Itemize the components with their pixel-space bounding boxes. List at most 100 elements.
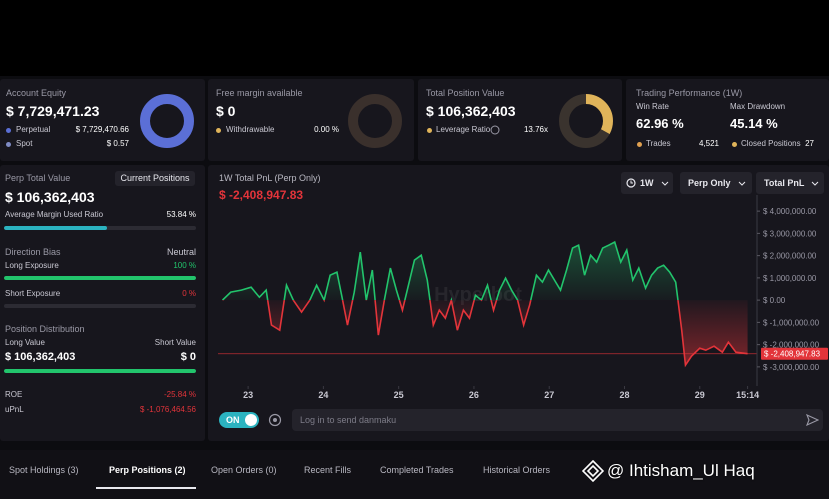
donut	[140, 94, 194, 148]
card-label: Total Position Value	[426, 88, 505, 98]
row-label: Leverage Ratio	[436, 125, 491, 134]
bar-track	[4, 226, 196, 230]
danmaku-toggle[interactable]: ON	[219, 412, 259, 428]
x-tick-label: 28	[619, 390, 629, 400]
bar-track	[4, 276, 196, 280]
tab[interactable]: Recent Fills	[304, 465, 352, 475]
metric-value: Neutral	[166, 247, 196, 257]
legend-dot	[732, 142, 737, 147]
distribution-bar	[4, 369, 196, 373]
tab[interactable]: Open Orders (0)	[211, 465, 277, 475]
performance-card	[626, 79, 829, 161]
row-label: Withdrawable	[226, 125, 275, 134]
period-label: 1W	[640, 178, 654, 188]
card-value: $ 106,362,403	[426, 103, 516, 119]
toggle-label: ON	[226, 415, 240, 425]
metric-value: $ 0	[180, 351, 196, 363]
x-tick-label: 27	[544, 390, 554, 400]
x-tick-label: 23	[243, 390, 253, 400]
stat-label: Max Drawdown	[730, 102, 786, 111]
x-tick-label: 29	[695, 390, 705, 400]
metric-label: Long Exposure	[5, 261, 59, 270]
y-tick-label: $ 1,000,000.00	[763, 274, 817, 283]
y-tick-label: $ 0.00	[763, 296, 786, 305]
tab[interactable]: Spot Holdings (3)	[9, 465, 79, 475]
tab[interactable]: Historical Orders	[483, 465, 551, 475]
y-tick-label: $ 2,000,000.00	[763, 252, 817, 261]
watermark-icon	[582, 460, 604, 482]
scope-label: Perp Only	[688, 178, 731, 188]
metric-value: 100 %	[173, 261, 196, 270]
settings-icon[interactable]	[268, 413, 282, 427]
input-placeholder: Log in to send danmaku	[300, 415, 397, 425]
pnl-chart: Hyperbot$ 4,000,000.00$ 3,000,000.00$ 2,…	[218, 195, 828, 400]
metric-select[interactable]: Total PnL	[756, 172, 824, 194]
donut	[348, 94, 402, 148]
chevron	[811, 181, 819, 186]
margin-bar	[4, 226, 108, 230]
panel-value: $ 106,362,403	[5, 189, 95, 205]
x-tick-label: 24	[318, 390, 328, 400]
row-value: $ 7,729,470.66	[75, 125, 129, 134]
y-tick-label: $ -2,000,000.00	[763, 341, 820, 350]
area-positive	[222, 242, 748, 301]
metric-label: Direction Bias	[5, 247, 61, 257]
stat-value: 62.96 %	[636, 116, 684, 131]
row-value: 13.76x	[523, 125, 548, 134]
x-tick-label: 15:14	[736, 390, 759, 400]
metric-label: Short Exposure	[5, 289, 61, 298]
card-value: $ 0	[216, 103, 236, 119]
donut-segment	[559, 94, 613, 148]
tab-bar	[0, 450, 829, 499]
chevron	[661, 181, 669, 186]
row-value: 4,521	[698, 139, 719, 148]
card-label: Free margin available	[216, 88, 303, 98]
clock-icon	[626, 178, 636, 188]
metric-label: uPnL	[5, 405, 24, 414]
panel-title: Perp Total Value	[5, 173, 71, 183]
long-bar	[4, 276, 196, 280]
perp-panel	[0, 165, 205, 441]
row-label: Closed Positions	[741, 139, 801, 148]
y-tick-label: $ 3,000,000.00	[763, 229, 817, 238]
metric-label: Total PnL	[764, 178, 805, 188]
current-positions-button[interactable]: Current Positions	[115, 171, 195, 186]
legend-dot	[6, 142, 11, 147]
metric-label: Long Value	[5, 338, 45, 347]
send-icon[interactable]	[806, 414, 819, 426]
tab-active[interactable]: Perp Positions (2)	[109, 465, 186, 475]
metric-label: Short Value	[154, 338, 196, 347]
row-value: $ 0.57	[106, 139, 129, 148]
metric-value: 0 %	[182, 289, 196, 298]
current-label-box	[761, 347, 828, 360]
legend-dot	[427, 128, 432, 133]
metric-value: -25.84 %	[163, 390, 196, 399]
x-tick-label: 25	[394, 390, 404, 400]
toggle-knob	[245, 414, 257, 426]
scope-select[interactable]: Perp Only	[680, 172, 752, 194]
chevron	[738, 181, 746, 186]
row-value: 27	[805, 139, 814, 148]
help-icon[interactable]	[490, 125, 500, 135]
chart-value: $ -2,408,947.83	[219, 188, 304, 202]
legend-dot	[6, 128, 11, 133]
donut	[559, 94, 613, 148]
metric-label: Position Distribution	[5, 324, 85, 334]
card-label: Trading Performance (1W)	[636, 88, 743, 98]
tab[interactable]: Completed Trades	[380, 465, 454, 475]
danmaku-input[interactable]: Log in to send danmaku	[292, 409, 823, 431]
metric-label: Average Margin Used Ratio	[5, 210, 104, 219]
legend-dot	[637, 142, 642, 147]
row-value: 0.00 %	[314, 125, 339, 134]
legend-dot	[216, 128, 221, 133]
period-select[interactable]: 1W	[621, 172, 673, 194]
stat-label: Win Rate	[636, 102, 669, 111]
watermark: @ Ihtisham_Ul Haq	[607, 461, 755, 480]
tab-underline	[96, 487, 196, 489]
y-tick-label: $ 4,000,000.00	[763, 207, 817, 216]
area-negative	[222, 300, 748, 366]
metric-value: $ -1,076,464.56	[139, 405, 196, 414]
stat-value: 45.14 %	[730, 116, 778, 131]
metric-value: 53.84 %	[166, 210, 196, 219]
chart-title: 1W Total PnL (Perp Only)	[219, 173, 321, 183]
